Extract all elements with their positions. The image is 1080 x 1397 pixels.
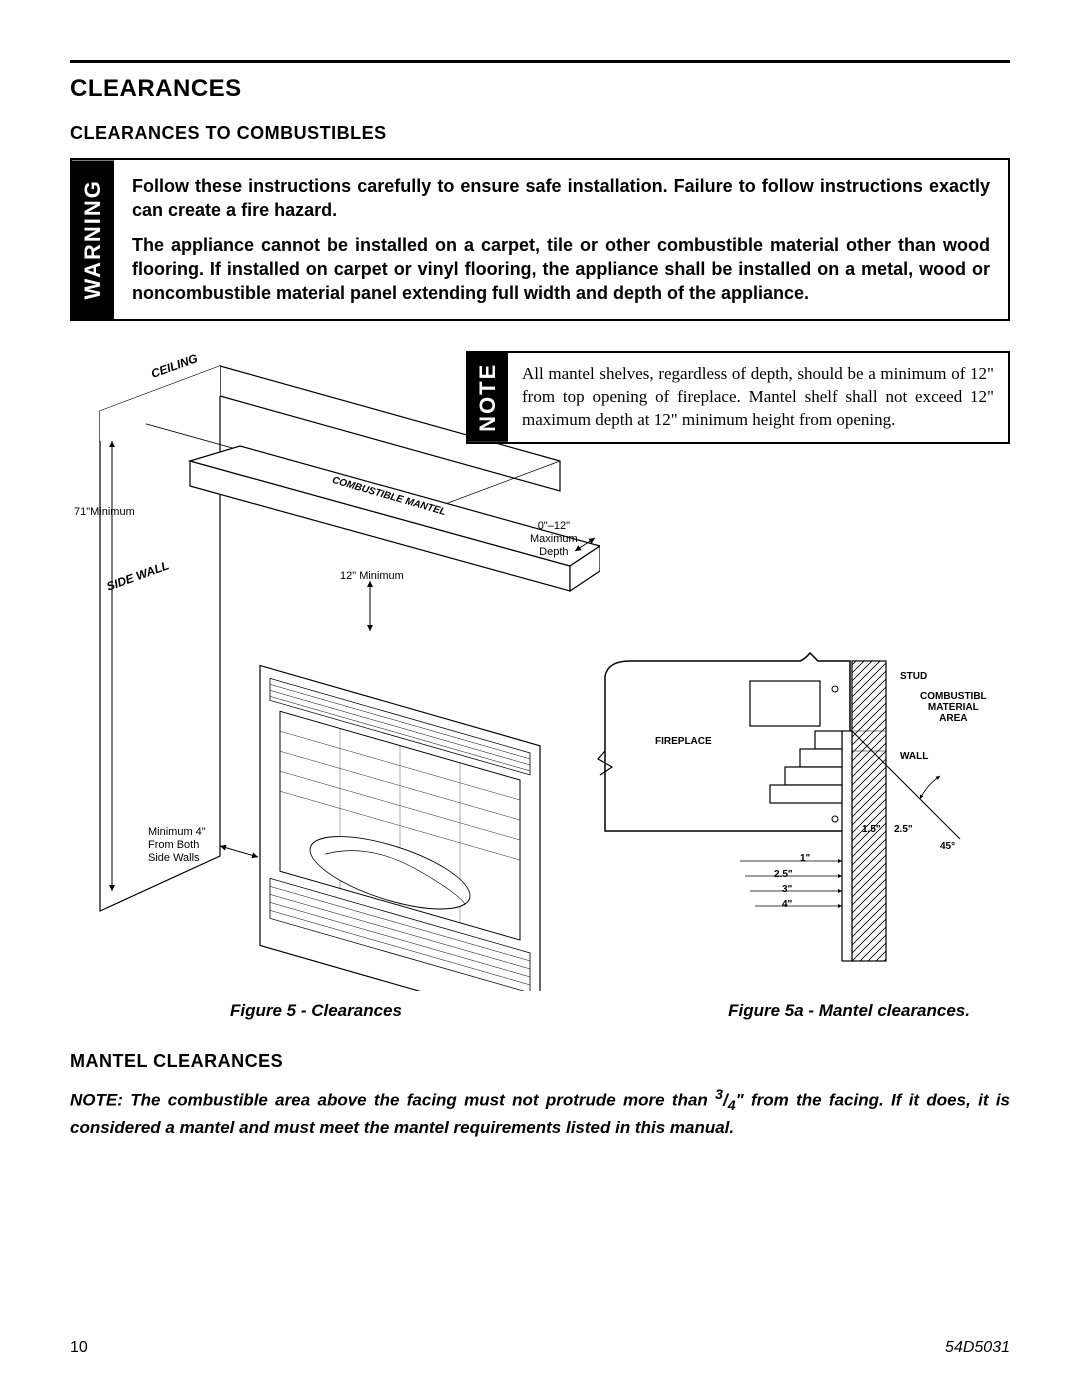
doc-number: 54D5031 <box>945 1339 1010 1357</box>
figure5-svg <box>70 351 600 991</box>
depth-label: 0"–12" Maximum Depth <box>530 520 578 558</box>
d1-label: 1" <box>800 853 810 864</box>
fireplace-label: FIREPLACE <box>655 736 712 747</box>
subsection-title: CLEARANCES TO COMBUSTIBLES <box>70 123 1010 144</box>
captions-row: Figure 5 - Clearances Figure 5a - Mantel… <box>230 1001 970 1021</box>
fig5a-caption: Figure 5a - Mantel clearances. <box>728 1001 970 1021</box>
mantel-note: NOTE: The combustible area above the fac… <box>70 1086 1010 1139</box>
section-title: CLEARANCES <box>70 75 1010 103</box>
a25-label: 2.5" <box>894 824 913 835</box>
top-rule <box>70 60 1010 63</box>
side-clear-l3: Side Walls <box>148 852 206 865</box>
warning-p1: Follow these instructions carefully to e… <box>132 174 990 223</box>
page-number: 10 <box>70 1339 88 1357</box>
d25-label: 2.5" <box>774 869 793 880</box>
wall-label: WALL <box>900 751 928 762</box>
side-clear-l2: From Both <box>148 839 206 852</box>
figure-area: NOTE All mantel shelves, regardless of d… <box>70 351 1010 991</box>
mantel-title: MANTEL CLEARANCES <box>70 1051 1010 1072</box>
warning-p2: The appliance cannot be installed on a c… <box>132 233 990 306</box>
note-body: All mantel shelves, regardless of depth,… <box>508 353 1008 442</box>
twelve-min-label: 12" Minimum <box>340 570 404 582</box>
note-box: NOTE All mantel shelves, regardless of d… <box>466 351 1010 444</box>
d3-label: 3" <box>782 884 792 895</box>
warning-tab: WARNING <box>72 160 114 319</box>
fraction-den: 4 <box>728 1099 736 1115</box>
figure5a-svg <box>590 631 1010 991</box>
warning-box: WARNING Follow these instructions carefu… <box>70 158 1010 321</box>
mantel-note-pre: NOTE: The combustible area above the fac… <box>70 1091 715 1110</box>
stud-label: STUD <box>900 671 927 682</box>
height-min-label: 71"Minimum <box>74 506 135 518</box>
fraction-num: 3 <box>715 1087 723 1103</box>
warning-body: Follow these instructions carefully to e… <box>114 160 1008 319</box>
combust-label: COMBUSTIBL MATERIAL AREA <box>920 691 987 724</box>
side-clear-label: Minimum 4" From Both Side Walls <box>148 826 206 864</box>
d4-label: 4" <box>782 899 792 910</box>
side-clear-l1: Minimum 4" <box>148 826 206 839</box>
a15-label: 1.5" <box>862 824 881 835</box>
fig5-caption: Figure 5 - Clearances <box>230 1001 402 1021</box>
angle-label: 45° <box>940 841 955 852</box>
note-tab: NOTE <box>468 353 508 442</box>
page-footer: 10 54D5031 <box>70 1339 1010 1357</box>
